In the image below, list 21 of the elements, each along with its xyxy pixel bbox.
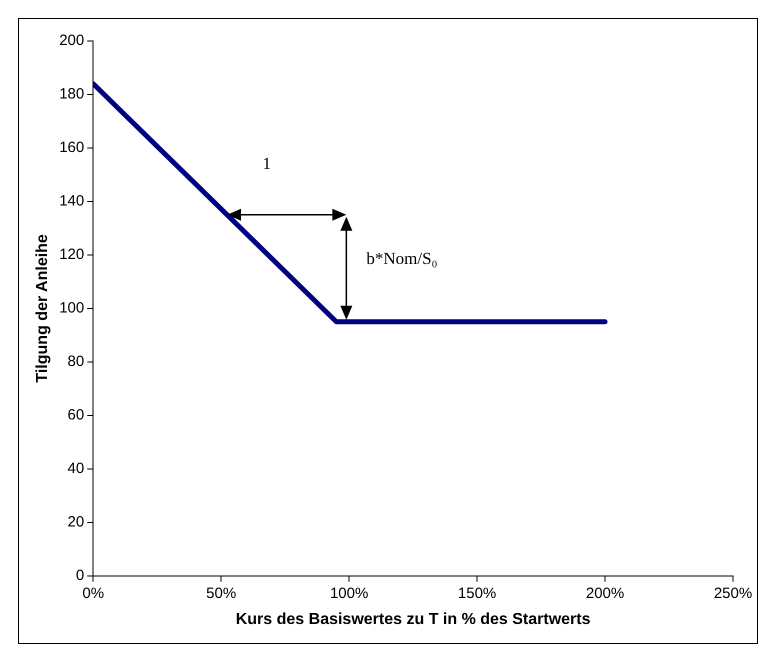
y-tick-label: 200 bbox=[59, 32, 84, 50]
x-tick-label: 100% bbox=[330, 584, 368, 602]
y-axis-title: Tilgung der Anleihe bbox=[34, 234, 52, 383]
x-tick-label: 50% bbox=[206, 584, 236, 602]
y-tick-label: 120 bbox=[59, 246, 84, 264]
y-tick-label: 20 bbox=[68, 513, 84, 530]
y-tick-label: 60 bbox=[68, 406, 84, 424]
x-tick-label: 0% bbox=[82, 584, 104, 602]
y-tick-label: 40 bbox=[68, 460, 84, 477]
y-tick-label: 160 bbox=[59, 139, 84, 156]
annotation: 1 bbox=[262, 154, 271, 174]
y-tick-label: 100 bbox=[59, 300, 84, 317]
annotation: b*Nom/S₀ bbox=[366, 249, 438, 268]
y-tick-label: 140 bbox=[59, 192, 84, 210]
y-tick-label: 80 bbox=[68, 353, 84, 370]
x-tick-label: 150% bbox=[458, 584, 496, 602]
y-tick-label: 0 bbox=[76, 566, 84, 584]
y-tick-label: 180 bbox=[59, 86, 84, 103]
x-tick-label: 250% bbox=[714, 584, 752, 602]
x-axis-title: Kurs des Basiswertes zu T in % des Startwerts bbox=[236, 610, 591, 628]
x-tick-label: 200% bbox=[586, 584, 624, 602]
